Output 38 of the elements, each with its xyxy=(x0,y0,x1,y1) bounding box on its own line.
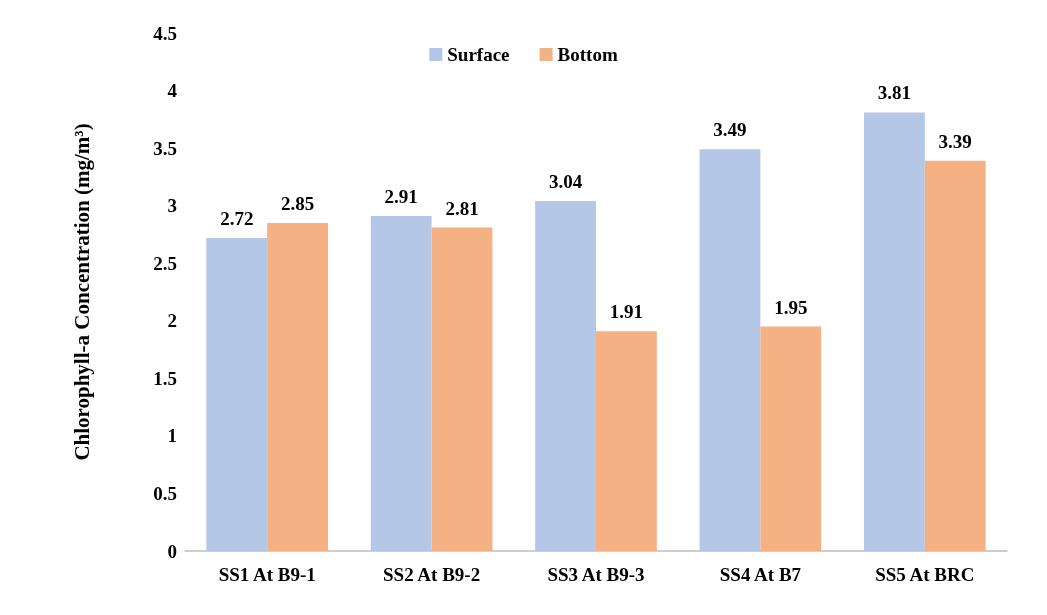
data-label: 2.81 xyxy=(445,197,479,219)
legend-label: Surface xyxy=(447,44,510,65)
x-tick-label: SS3 At B9-3 xyxy=(547,564,645,585)
x-tick-label: SS1 At B9-1 xyxy=(218,564,316,585)
data-label: 3.39 xyxy=(938,130,972,152)
data-label: 3.49 xyxy=(713,119,747,141)
y-tick-label: 0.5 xyxy=(153,482,177,504)
y-tick-label: 2.5 xyxy=(153,252,177,274)
y-tick-label: 4.5 xyxy=(153,22,177,44)
data-label: 2.72 xyxy=(220,207,254,229)
bar xyxy=(924,160,986,551)
legend-label: Bottom xyxy=(557,44,618,65)
data-label: 3.81 xyxy=(877,82,912,104)
y-tick-label: 4 xyxy=(167,80,178,102)
data-label: 1.95 xyxy=(774,296,808,318)
bar xyxy=(206,237,268,551)
x-tick-label: SS4 At B7 xyxy=(719,564,802,585)
data-label: 1.91 xyxy=(609,301,644,323)
bar xyxy=(760,326,822,551)
x-tick-label: SS2 At B9-2 xyxy=(383,564,481,585)
bar xyxy=(596,331,657,551)
data-label: 3.04 xyxy=(548,171,583,193)
bar xyxy=(535,201,596,551)
data-label: 2.85 xyxy=(280,192,315,214)
x-tick-label: SS5 At BRC xyxy=(875,564,975,585)
y-tick-label: 0 xyxy=(167,540,177,562)
data-label: 2.91 xyxy=(384,186,418,208)
y-tick-label: 3 xyxy=(167,195,177,217)
y-tick-label: 1 xyxy=(167,425,177,447)
y-tick-label: 2 xyxy=(167,310,177,332)
bar xyxy=(431,227,493,551)
y-tick-label: 1.5 xyxy=(153,367,177,389)
y-axis-title: Chlorophyll-a Concentration (mg/m³) xyxy=(70,123,94,461)
bar xyxy=(370,216,432,551)
bar xyxy=(267,222,329,551)
bar xyxy=(863,112,925,551)
bar xyxy=(699,149,761,551)
y-tick-label: 3.5 xyxy=(153,137,177,159)
